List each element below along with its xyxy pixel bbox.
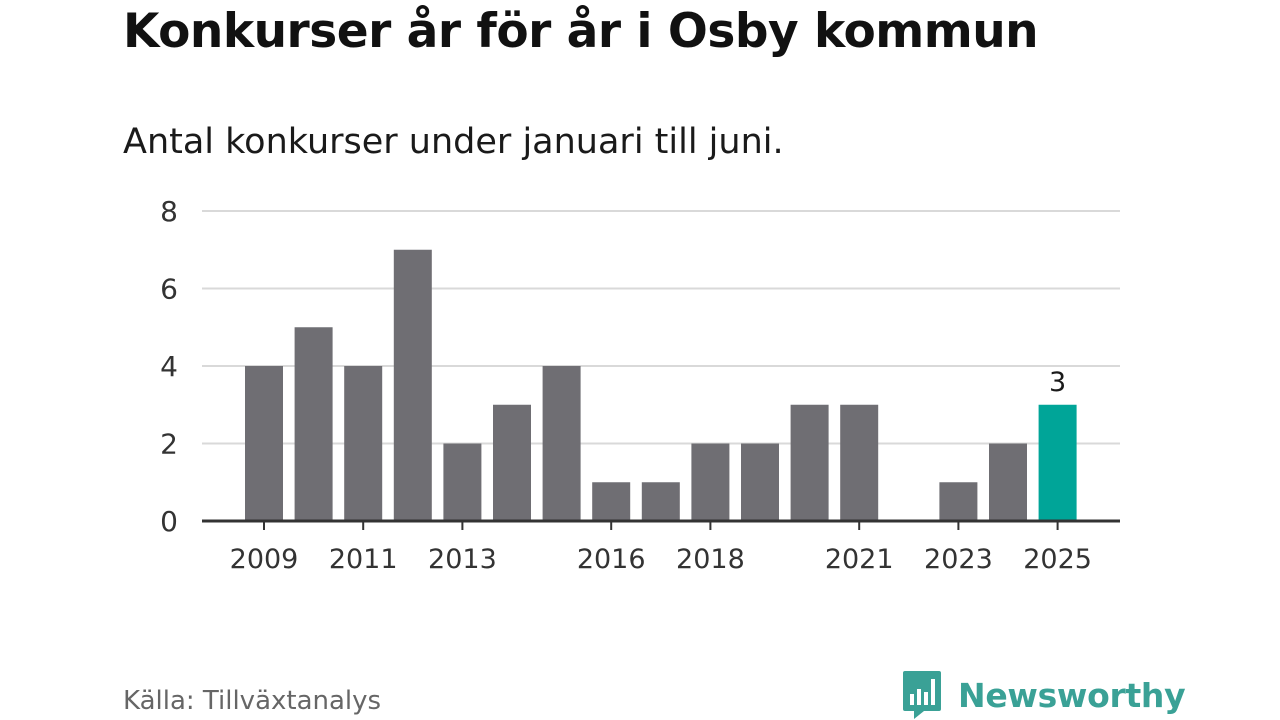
bar-2021 (840, 404, 879, 521)
y-tick-label-4: 4 (160, 350, 178, 383)
x-tick-label-2023: 2023 (924, 544, 993, 575)
y-tick-label-2: 2 (160, 428, 178, 461)
bar-2024 (989, 443, 1027, 521)
bar-2019 (741, 443, 779, 521)
y-axis-ticks: 0 2 4 6 8 (160, 195, 178, 538)
bar-2017 (641, 482, 680, 521)
bar-2018 (691, 443, 730, 521)
bar-chart-speech-bubble-icon (903, 671, 941, 719)
y-tick-label-0: 0 (160, 505, 178, 538)
x-axis-ticks: 2009 2011 2013 2016 2018 2021 2023 2025 (230, 521, 1092, 575)
bar-2009 (245, 366, 283, 521)
source-note: Källa: Tillväxtanalys (123, 686, 382, 716)
chart-subtitle: Antal konkurser under januari till juni. (123, 122, 784, 162)
bar-2023 (939, 482, 978, 521)
chart-title: Konkurser år för år i Osby kommun (123, 4, 1039, 59)
x-tick-label-2018: 2018 (676, 544, 745, 575)
bar-2020 (790, 404, 829, 521)
y-tick-label-6: 6 (160, 273, 178, 306)
bars (245, 249, 1077, 521)
bar-2016 (592, 482, 631, 521)
bar-2014 (493, 404, 531, 521)
x-tick-label-2016: 2016 (577, 544, 646, 575)
x-tick-label-2009: 2009 (230, 544, 299, 575)
brand-logo: Newsworthy (902, 670, 1186, 720)
bar-2010 (294, 327, 333, 521)
bar-2025 (1038, 404, 1077, 521)
brand-name: Newsworthy (958, 675, 1186, 715)
bar-2012 (393, 249, 432, 521)
x-tick-label-2013: 2013 (428, 544, 497, 575)
bar-2015 (542, 366, 581, 521)
x-tick-label-2021: 2021 (825, 544, 894, 575)
data-labels: 3 (1049, 367, 1066, 398)
bar-2013 (443, 443, 482, 521)
bar-2011 (344, 366, 383, 521)
x-tick-label-2025: 2025 (1023, 544, 1092, 575)
y-tick-label-8: 8 (160, 195, 178, 228)
data-label-2025: 3 (1049, 367, 1066, 398)
grid-lines (202, 210, 1120, 445)
x-tick-label-2011: 2011 (329, 544, 398, 575)
